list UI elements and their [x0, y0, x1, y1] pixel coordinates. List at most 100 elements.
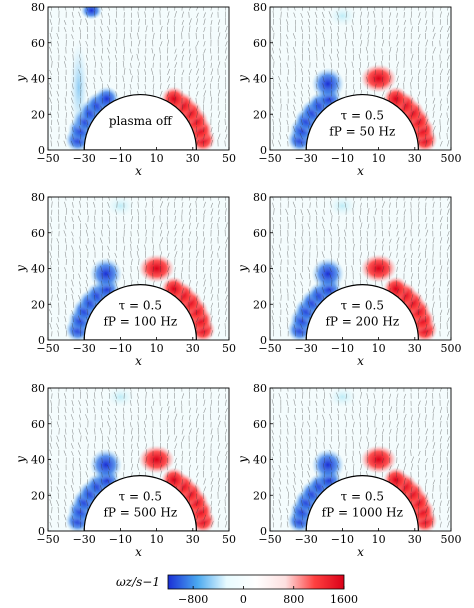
vector — [285, 302, 289, 308]
vector — [129, 33, 132, 40]
vector — [366, 393, 369, 399]
vector — [49, 69, 52, 76]
vector — [174, 215, 176, 223]
vector — [144, 83, 147, 90]
vector — [203, 286, 206, 294]
vector — [166, 463, 168, 471]
vector — [145, 391, 147, 399]
vector — [389, 252, 392, 258]
vector — [272, 132, 274, 140]
vector — [323, 442, 325, 449]
vector — [374, 427, 377, 435]
vector — [323, 98, 325, 104]
vector — [70, 485, 74, 492]
vector — [210, 55, 213, 61]
vector — [107, 252, 110, 258]
x-tick-label: −30 — [295, 342, 318, 355]
vector — [225, 456, 227, 464]
vector — [329, 54, 332, 61]
vector — [181, 442, 183, 449]
vector — [174, 209, 176, 215]
vector — [86, 266, 89, 273]
vector — [280, 229, 282, 237]
x-axis-label: x — [135, 354, 142, 368]
vector — [403, 393, 406, 399]
vector — [71, 500, 74, 507]
vector — [300, 302, 303, 308]
vector — [167, 62, 170, 68]
vector — [99, 237, 103, 244]
vector — [301, 104, 303, 111]
vector — [308, 104, 311, 111]
vector — [328, 97, 332, 104]
vector — [271, 69, 274, 76]
y-tick-label: 80 — [253, 1, 267, 14]
vector — [396, 393, 399, 399]
vector — [285, 133, 289, 140]
vector — [196, 111, 199, 118]
vector — [210, 315, 213, 323]
vector — [159, 41, 163, 47]
vorticity-field — [48, 388, 229, 531]
vector — [225, 316, 228, 323]
vector — [366, 406, 369, 414]
vector — [225, 515, 227, 521]
vector — [315, 407, 318, 414]
vector — [174, 231, 177, 237]
vector — [108, 197, 110, 201]
vector — [425, 492, 429, 499]
vector — [396, 96, 398, 104]
vector — [159, 90, 163, 97]
vector — [145, 273, 147, 280]
vector — [330, 222, 332, 230]
vector — [92, 259, 96, 266]
vector — [174, 266, 176, 273]
vector — [114, 47, 118, 54]
vector — [225, 237, 229, 244]
vector — [272, 202, 274, 208]
x-axis-label: x — [357, 164, 364, 178]
vector — [271, 309, 274, 316]
x-tick-label: 10 — [150, 152, 164, 165]
vector — [425, 19, 428, 25]
vector — [286, 421, 289, 428]
vector — [272, 10, 274, 18]
vector — [439, 26, 443, 33]
vector — [360, 391, 362, 399]
vector — [352, 11, 355, 18]
vector — [293, 324, 296, 330]
vector — [181, 223, 185, 230]
vector — [280, 281, 282, 287]
vector — [418, 41, 420, 47]
vector — [64, 105, 67, 111]
vector — [217, 400, 219, 406]
vector — [279, 507, 282, 514]
vector — [85, 18, 89, 25]
vector — [92, 287, 96, 294]
vector — [388, 230, 390, 237]
vector — [410, 41, 413, 47]
vector — [321, 46, 325, 54]
vector — [50, 216, 52, 223]
vector — [336, 48, 340, 54]
vector — [181, 104, 184, 111]
vector — [447, 83, 449, 90]
vector — [337, 89, 340, 97]
vector — [181, 267, 183, 273]
vector — [286, 12, 289, 18]
vector — [287, 251, 289, 258]
vector — [50, 435, 52, 442]
vector — [396, 34, 398, 40]
vector — [79, 7, 81, 11]
vector — [50, 301, 52, 308]
vector — [86, 457, 89, 464]
vector — [286, 236, 289, 244]
vector — [188, 428, 192, 435]
vector — [196, 499, 199, 507]
vector — [279, 316, 282, 323]
vector — [432, 464, 435, 471]
vector — [85, 399, 89, 406]
vector — [50, 197, 52, 201]
vector — [410, 456, 414, 464]
